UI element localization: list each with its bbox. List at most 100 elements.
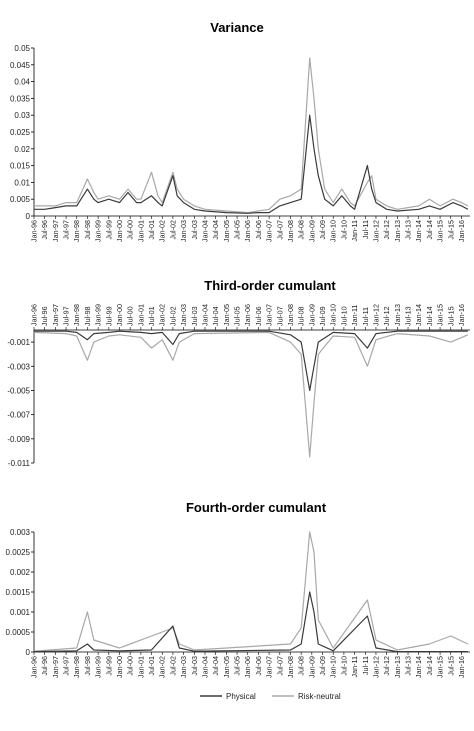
variance-y-tick-label: 0.035: [10, 94, 31, 103]
variance-panel: Variance 0 0.005 0.01 0.015 0.02 0.025 0.03 0.0…: [10, 20, 470, 242]
third-order-cumulant-x-tick-label: Jan-96: [30, 304, 39, 326]
third-order-cumulant-x-tick-label: Jul-10: [339, 306, 348, 326]
fourth-order-cumulant-x-tick-label: Jan-03: [179, 656, 188, 678]
third-order-cumulant-y-tick-label: -0.007: [7, 411, 30, 420]
variance-x-tick-label: Jul-97: [62, 220, 71, 240]
fourth-order-cumulant-x-tick-label: Jan-02: [158, 656, 167, 678]
third-order-cumulant-x-tick-label: Jul-96: [40, 306, 49, 326]
third-order-cumulant-x-tick-label: Jan-10: [329, 304, 338, 326]
third-order-cumulant-x-tick-label: Jan-02: [158, 304, 167, 326]
variance-x-tick-label: Jul-08: [297, 220, 306, 240]
third-order-cumulant-x-tick-label: Jan-11: [350, 305, 359, 326]
fourth-order-cumulant-x-tick-label: Jan-11: [350, 656, 359, 677]
variance-x-tick-label: Jan-06: [243, 220, 252, 242]
third-order-cumulant-y-tick-label: -0.005: [7, 386, 30, 395]
third-order-cumulant-y-tick-label: -0.009: [7, 435, 30, 444]
third-order-cumulant-x-tick-label: Jul-00: [126, 306, 135, 326]
fourth-order-cumulant-x-tick-label: Jul-10: [339, 656, 348, 676]
fourth-order-cumulant-x-tick-label: Jul-05: [233, 656, 242, 676]
fourth-order-cumulant-x-tick-label: Jan-14: [414, 656, 423, 678]
fourth-order-cumulant-physical-series-line: [33, 591, 468, 653]
third-order-cumulant-x-tick-label: Jul-05: [233, 306, 242, 326]
third-order-cumulant-x-tick-label: Jul-07: [275, 306, 284, 326]
fourth-order-cumulant-x-tick-label: Jan-96: [30, 656, 39, 678]
fourth-order-cumulant-x-tick-label: Jan-09: [307, 656, 316, 678]
third-order-cumulant-x-tick-label: Jul-13: [404, 306, 413, 326]
third-order-cumulant-y-tick-label: -0.011: [8, 459, 31, 468]
third-order-cumulant-x-tick-label: Jul-04: [211, 306, 220, 326]
variance-x-tick-label: Jan-13: [393, 220, 402, 242]
fourth-order-cumulant-y-tick-label: 0.0005: [6, 628, 31, 637]
third-order-cumulant-title: Third-order cumulant: [204, 278, 336, 293]
third-order-cumulant-y-tick-label: -0.003: [7, 362, 30, 371]
variance-x-tick-label: Jan-98: [72, 220, 81, 242]
variance-x-tick-label: Jan-96: [30, 220, 39, 242]
legend-physical-label: Physical: [226, 692, 256, 701]
fourth-order-cumulant-x-tick-label: Jul-00: [126, 656, 135, 676]
variance-x-tick-label: Jul-98: [83, 220, 92, 240]
fourth-order-cumulant-x-tick-label: Jul-15: [446, 656, 455, 676]
fourth-order-cumulant-x-tick-label: Jan-97: [51, 656, 60, 678]
variance-x-tick-label: Jan-16: [457, 220, 466, 242]
fourth-order-cumulant-x-tick-label: Jul-06: [254, 656, 263, 676]
fourth-order-cumulant-x-tick-label: Jul-99: [104, 656, 113, 676]
third-order-cumulant-x-tick-label: Jan-08: [286, 304, 295, 326]
variance-physical-series-line: [34, 114, 469, 214]
fourth-order-cumulant-x-tick-label: Jan-15: [436, 656, 445, 678]
legend: Physical Risk-neutral: [200, 692, 341, 701]
fourth-order-cumulant-x-tick-label: Jan-10: [329, 656, 338, 678]
variance-x-tick-label: Jul-11: [361, 220, 370, 239]
variance-title: Variance: [210, 20, 264, 35]
fourth-order-cumulant-title: Fourth-order cumulant: [186, 500, 327, 515]
variance-x-tick-label: Jan-14: [414, 220, 423, 242]
variance-y-tick-label: 0.025: [10, 128, 31, 137]
fourth-order-cumulant-x-tick-label: Jan-06: [243, 656, 252, 678]
third-order-cumulant-x-tick-label: Jul-12: [382, 306, 391, 326]
variance-x-tick-label: Jul-13: [404, 220, 413, 240]
fourth-order-cumulant-y-tick-label: 0.003: [10, 528, 31, 537]
fourth-order-cumulant-y-tick-label: 0.0015: [6, 588, 31, 597]
fourth-order-cumulant-x-tick-label: Jan-98: [72, 656, 81, 678]
third-order-cumulant-x-tick-label: Jul-14: [425, 306, 434, 326]
third-order-cumulant-x-tick-label: Jan-03: [179, 304, 188, 326]
variance-x-tick-label: Jan-05: [222, 220, 231, 242]
variance-x-tick-label: Jan-97: [51, 220, 60, 242]
third-order-cumulant-y-tick-label: -0.001: [7, 338, 30, 347]
third-order-cumulant-x-tick-label: Jul-06: [254, 306, 263, 326]
variance-x-tick-label: Jan-08: [286, 220, 295, 242]
legend-risk-neutral-label: Risk-neutral: [298, 692, 341, 701]
variance-y-tick-label: 0.03: [14, 111, 30, 120]
third-order-cumulant-x-tick-label: Jan-13: [393, 304, 402, 326]
fourth-order-cumulant-x-tick-label: Jul-03: [190, 656, 199, 676]
fourth-order-cumulant-x-tick-label: Jan-00: [115, 656, 124, 678]
variance-y-tick-label: 0.04: [14, 78, 30, 87]
fourth-order-cumulant-y-tick-label: 0.0025: [6, 548, 31, 557]
third-order-cumulant-x-tick-label: Jan-01: [136, 304, 145, 326]
third-order-cumulant-x-tick-label: Jul-98: [83, 306, 92, 326]
variance-x-tick-label: Jul-09: [318, 220, 327, 240]
variance-x-tick-label: Jul-12: [382, 220, 391, 240]
fourth-order-cumulant-x-tick-label: Jan-13: [393, 656, 402, 678]
third-order-cumulant-x-tick-label: Jan-16: [457, 304, 466, 326]
fourth-order-cumulant-x-tick-label: Jan-05: [222, 656, 231, 678]
third-order-cumulant-x-tick-label: Jan-98: [72, 304, 81, 326]
third-order-cumulant-x-tick-label: Jan-15: [436, 304, 445, 326]
fourth-order-cumulant-x-tick-label: Jul-13: [404, 656, 413, 676]
fourth-order-cumulant-x-tick-label: Jul-97: [62, 656, 71, 676]
variance-x-tick-label: Jul-06: [254, 220, 263, 240]
third-order-cumulant-x-tick-label: Jan-00: [115, 304, 124, 326]
variance-y-tick-label: 0.02: [14, 145, 30, 154]
fourth-order-cumulant-x-tick-label: Jul-08: [297, 656, 306, 676]
variance-y-tick-label: 0.045: [10, 61, 31, 70]
fourth-order-cumulant-x-tick-label: Jan-12: [371, 656, 380, 678]
variance-x-tick-label: Jan-07: [265, 220, 274, 242]
variance-x-tick-label: Jul-07: [275, 220, 284, 240]
variance-risk-neutral-series-line: [34, 57, 469, 214]
fourth-order-cumulant-x-tick-label: Jul-11: [361, 656, 370, 675]
fourth-order-cumulant-x-tick-label: Jul-12: [382, 656, 391, 676]
variance-y-tick-label: 0.005: [10, 195, 31, 204]
fourth-order-cumulant-x-tick-label: Jan-08: [286, 656, 295, 678]
fourth-order-cumulant-x-tick-label: Jul-07: [275, 656, 284, 676]
fourth-order-cumulant-x-tick-label: Jan-04: [200, 656, 209, 678]
